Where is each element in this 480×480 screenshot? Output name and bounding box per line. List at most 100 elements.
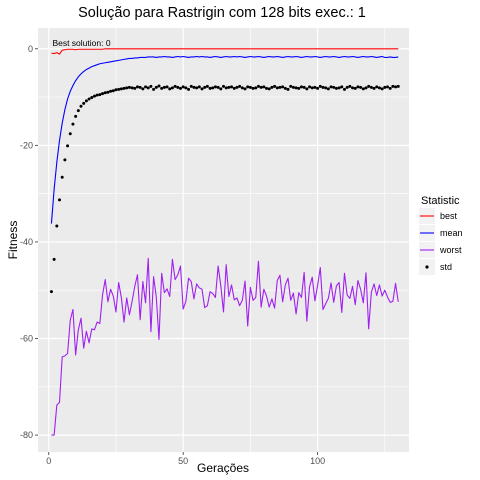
x-tick-label: 0 xyxy=(46,456,51,466)
series-best xyxy=(51,48,399,55)
point-std xyxy=(267,87,271,91)
point-std xyxy=(348,84,352,88)
point-std xyxy=(361,87,365,91)
point-std xyxy=(262,85,266,89)
point-std xyxy=(259,85,263,89)
point-std xyxy=(270,85,274,89)
point-std xyxy=(119,87,123,91)
point-std xyxy=(385,85,389,89)
point-std xyxy=(337,86,341,90)
point-std xyxy=(135,85,139,89)
point-std xyxy=(243,87,247,91)
point-std xyxy=(238,84,242,88)
legend-item-best: best xyxy=(419,208,458,224)
y-tick-label: -80 xyxy=(20,430,33,440)
point-std xyxy=(291,85,295,89)
point-std xyxy=(265,86,269,90)
point-std xyxy=(222,84,225,88)
y-axis-title: Fitness xyxy=(6,221,20,260)
point-std xyxy=(133,86,137,90)
point-std xyxy=(106,90,110,94)
point-std xyxy=(334,86,338,90)
point-std xyxy=(144,85,148,89)
point-std xyxy=(60,175,64,179)
x-axis: 0 50 100 xyxy=(46,452,325,466)
point-std xyxy=(141,87,145,91)
point-std xyxy=(340,85,344,89)
point-std xyxy=(103,91,107,95)
point-std xyxy=(351,86,355,90)
point-std xyxy=(380,87,384,91)
point-std xyxy=(356,85,360,89)
grid-minor xyxy=(38,28,409,452)
point-std xyxy=(165,85,169,89)
legend-label: worst xyxy=(439,245,462,255)
point-std xyxy=(173,84,177,88)
point-std xyxy=(283,86,287,90)
x-tick-label: 50 xyxy=(178,456,188,466)
legend-item-std: std xyxy=(419,259,452,275)
point-std xyxy=(316,86,320,90)
point-std xyxy=(375,85,379,89)
point-std xyxy=(109,89,113,93)
series-line-mean xyxy=(50,55,399,224)
point-std xyxy=(305,87,309,91)
point-std xyxy=(246,85,250,89)
point-std xyxy=(299,85,303,89)
point-std xyxy=(52,257,56,261)
point-std xyxy=(157,84,161,88)
point-std xyxy=(184,86,188,90)
series-worst xyxy=(51,257,399,436)
point-std xyxy=(92,94,96,98)
point-std xyxy=(388,86,392,90)
legend-item-worst: worst xyxy=(419,242,462,258)
point-std xyxy=(278,85,282,89)
point-std xyxy=(227,85,231,89)
legend-title: Statistic xyxy=(421,195,460,207)
point-std xyxy=(224,86,228,90)
point-std xyxy=(286,87,290,91)
point-std xyxy=(302,85,306,89)
point-std xyxy=(394,85,398,89)
point-std xyxy=(372,86,376,90)
point-std xyxy=(114,88,118,92)
x-tick-label: 100 xyxy=(310,456,325,466)
point-std xyxy=(308,85,312,89)
point-std xyxy=(197,85,201,89)
point-std xyxy=(49,290,53,294)
point-std xyxy=(203,85,207,89)
point-std xyxy=(235,85,239,89)
point-std xyxy=(273,84,277,88)
point-std xyxy=(125,86,129,90)
point-std xyxy=(324,86,328,90)
point-std xyxy=(170,86,174,90)
point-std xyxy=(318,84,322,88)
point-std xyxy=(82,101,86,105)
point-std xyxy=(289,84,293,88)
point-std xyxy=(71,122,75,126)
point-std xyxy=(168,87,172,91)
legend-item-mean: mean xyxy=(419,225,463,241)
point-std xyxy=(251,86,255,90)
legend-label: std xyxy=(440,262,452,272)
point-std xyxy=(66,144,70,148)
point-std xyxy=(111,89,115,93)
point-std xyxy=(162,85,166,89)
point-std xyxy=(329,85,333,89)
point-std xyxy=(219,87,223,91)
point-std xyxy=(367,84,371,88)
legend-point-std xyxy=(425,265,429,269)
point-std xyxy=(248,85,252,89)
point-std xyxy=(294,86,298,90)
point-std xyxy=(127,85,131,89)
point-std xyxy=(342,87,346,91)
point-std xyxy=(310,86,314,90)
point-std xyxy=(58,198,62,202)
point-std xyxy=(230,85,234,89)
legend-label: best xyxy=(440,211,458,221)
legend-items: best mean worst std xyxy=(419,208,463,275)
point-std xyxy=(281,85,285,89)
plot-panel xyxy=(38,28,409,452)
point-std xyxy=(95,93,99,97)
point-std xyxy=(154,85,158,89)
